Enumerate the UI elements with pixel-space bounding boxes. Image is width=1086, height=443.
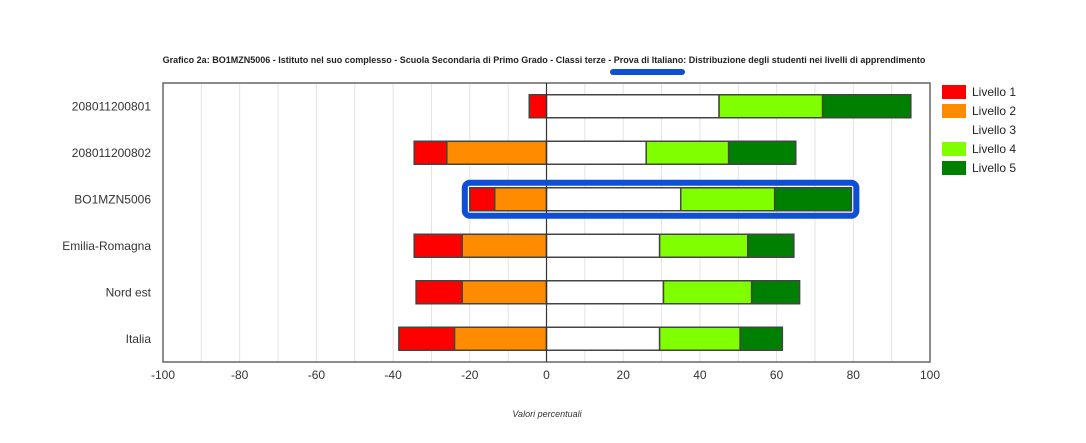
bar-livello-1 xyxy=(528,94,548,119)
chart-title: Grafico 2a: BO1MZN5006 - Istituto nel su… xyxy=(163,55,926,65)
legend-swatch xyxy=(942,160,966,175)
x-axis-label: Valori percentuali xyxy=(512,409,582,419)
legend-label: Livello 3 xyxy=(972,122,1017,137)
bar-livello-3 xyxy=(545,140,647,165)
bar-livello-2 xyxy=(446,140,548,165)
legend-label: Livello 1 xyxy=(972,84,1017,99)
bar-livello-4 xyxy=(662,280,753,305)
bar-livello-1 xyxy=(398,326,456,351)
bar-livello-2 xyxy=(453,326,548,351)
x-tick-label: -20 xyxy=(461,368,479,382)
bar-livello-4 xyxy=(679,187,776,212)
bar-livello-5 xyxy=(773,187,853,212)
legend-swatch xyxy=(942,84,966,99)
bar-livello-3 xyxy=(545,187,682,212)
bar-livello-3 xyxy=(545,94,720,119)
legend-item: Livello 2 xyxy=(942,101,1016,120)
legend-item: Livello 4 xyxy=(942,139,1016,158)
legend-swatch xyxy=(942,122,966,137)
x-tick-label: 80 xyxy=(847,368,861,382)
bar-livello-5 xyxy=(739,326,784,351)
bar-livello-5 xyxy=(747,233,795,258)
bar-livello-5 xyxy=(727,140,797,165)
x-tick-label: 40 xyxy=(693,368,707,382)
x-tick-label: -40 xyxy=(384,368,402,382)
category-label: Nord est xyxy=(106,285,152,299)
bar-livello-4 xyxy=(645,140,730,165)
bar-livello-2 xyxy=(461,280,548,305)
x-tick-label: 100 xyxy=(920,368,940,382)
x-tick-label: -60 xyxy=(308,368,326,382)
legend-label: Livello 4 xyxy=(972,141,1017,156)
category-label: 208011200802 xyxy=(72,146,152,160)
category-labels: 208011200801 208011200802 BO1MZN5006 Emilia… xyxy=(62,99,151,346)
bar-livello-1 xyxy=(413,233,463,258)
bar-livello-4 xyxy=(718,94,824,119)
bar-livello-5 xyxy=(821,94,912,119)
x-tick-label: 60 xyxy=(770,368,784,382)
category-label: Emilia-Romagna xyxy=(62,239,151,253)
legend-item: Livello 5 xyxy=(942,158,1016,177)
legend-label: Livello 5 xyxy=(972,160,1017,175)
bar-livello-4 xyxy=(658,233,749,258)
category-label: 208011200801 xyxy=(72,99,152,113)
bar-livello-3 xyxy=(545,233,661,258)
bar-livello-1 xyxy=(413,140,448,165)
category-label: BO1MZN5006 xyxy=(74,192,151,206)
legend-item: Livello 3 xyxy=(942,120,1016,139)
legend-swatch xyxy=(942,141,966,156)
legend-swatch xyxy=(942,103,966,118)
legend-item: Livello 1 xyxy=(942,82,1016,101)
bar-livello-1 xyxy=(415,280,463,305)
highlight-annotations xyxy=(461,69,860,219)
highlight-box xyxy=(461,179,860,219)
bar-livello-3 xyxy=(545,280,665,305)
bar-livello-4 xyxy=(658,326,741,351)
x-tick-label: 0 xyxy=(543,368,550,382)
bar-livello-2 xyxy=(461,233,548,258)
x-tick-labels: -100 -80 -60 -40 -20 0 20 40 60 80 100 xyxy=(151,368,940,382)
legend: Livello 1 Livello 2 Livello 3 Livello 4 Live… xyxy=(942,82,1016,177)
bar-livello-1 xyxy=(469,187,496,212)
x-tick-label: -80 xyxy=(231,368,249,382)
category-label: Italia xyxy=(126,332,152,346)
x-tick-label: -100 xyxy=(151,368,175,382)
bar-livello-3 xyxy=(545,326,661,351)
legend-label: Livello 2 xyxy=(972,103,1017,118)
x-tick-label: 20 xyxy=(617,368,631,382)
bar-livello-5 xyxy=(750,280,801,305)
bars xyxy=(398,83,912,362)
bar-livello-2 xyxy=(493,187,548,212)
